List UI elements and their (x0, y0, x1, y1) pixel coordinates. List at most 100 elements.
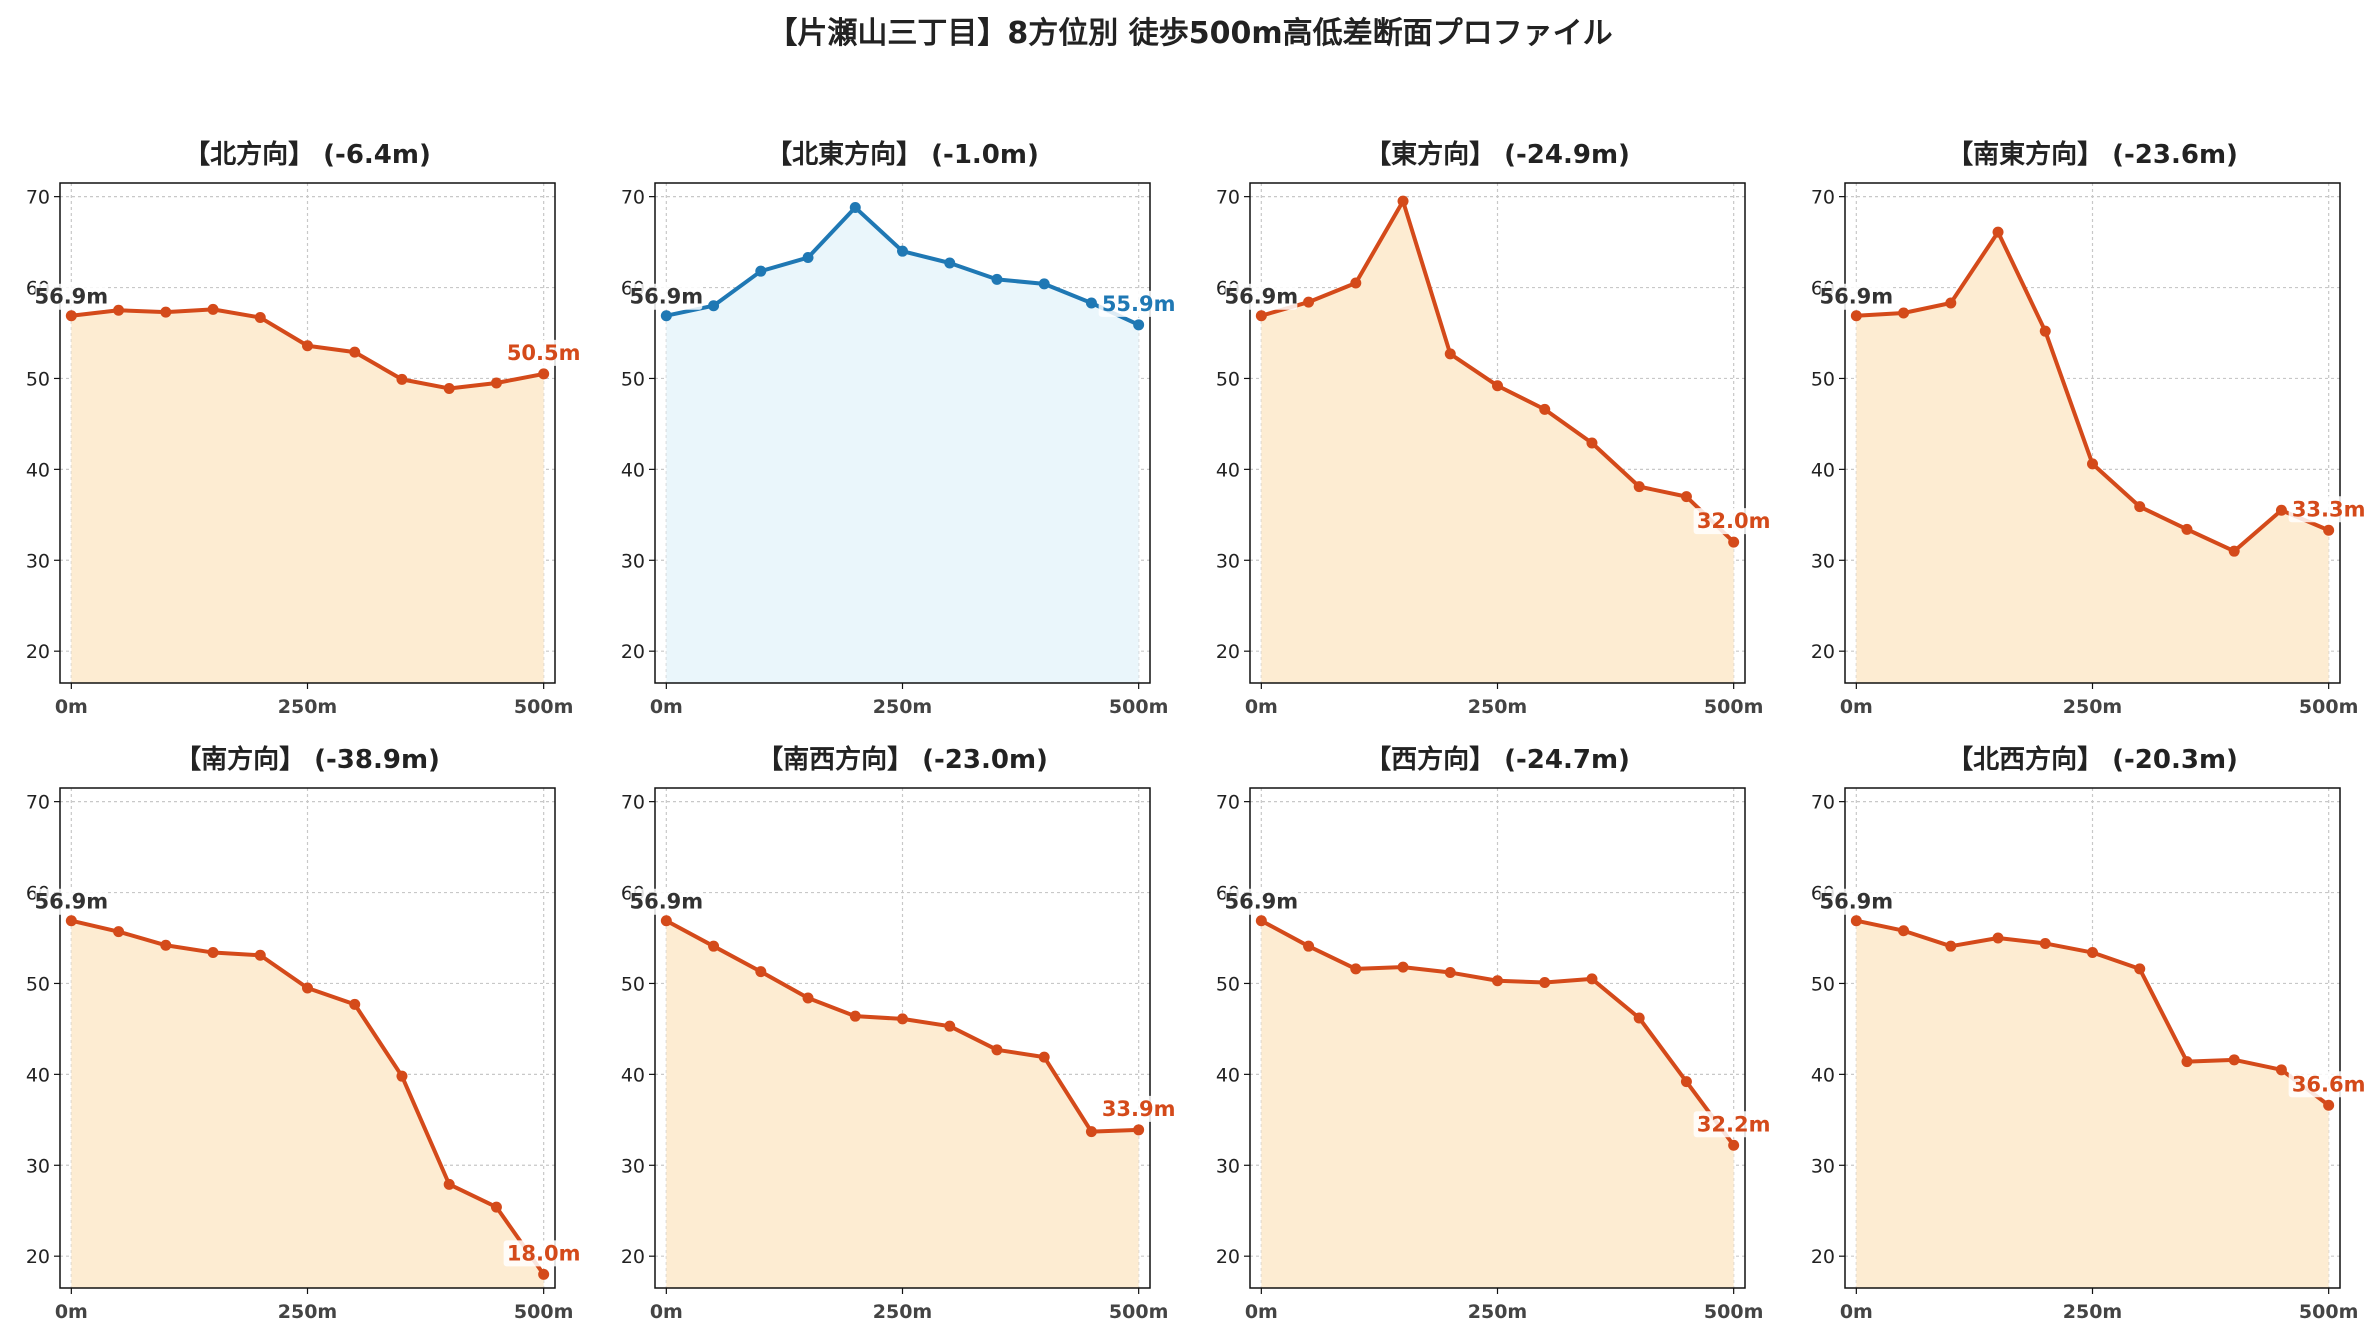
chart-panel: 2030405060700m250m500m【南方向】 (-38.9m)56.9… (26, 744, 584, 1323)
chart-panel: 2030405060700m250m500m【南東方向】 (-23.6m)56.… (1811, 139, 2369, 718)
data-point (160, 306, 172, 318)
x-tick-label: 250m (2063, 1301, 2122, 1323)
data-point (1539, 977, 1551, 989)
area-fill (71, 309, 544, 683)
data-point (2228, 1054, 2240, 1066)
data-point (1492, 975, 1503, 987)
x-tick-label: 0m (55, 696, 88, 718)
data-point (490, 1201, 502, 1213)
start-value-label: 56.9m (34, 285, 108, 309)
data-point (1038, 278, 1050, 290)
y-tick-label: 50 (26, 973, 50, 995)
data-point (1633, 481, 1645, 493)
end-label-bg (2288, 496, 2369, 523)
end-label-bg (503, 339, 584, 366)
area-fill (666, 207, 1139, 683)
data-point (113, 926, 125, 938)
data-point (1992, 932, 2004, 944)
x-tick-label: 500m (2299, 696, 2358, 718)
chart-panel: 2030405060700m250m500m【南西方向】 (-23.0m)56.… (621, 744, 1179, 1323)
data-point (2323, 524, 2335, 536)
x-tick-label: 250m (278, 696, 337, 718)
data-point (897, 1013, 908, 1025)
panel-title: 【西方向】 (-24.7m) (1365, 744, 1630, 775)
data-point (207, 303, 219, 315)
data-point (65, 915, 77, 927)
data-point (1633, 1012, 1645, 1024)
data-point (1038, 1051, 1050, 1063)
end-label-bg (1098, 290, 1179, 317)
y-tick-label: 20 (26, 641, 50, 663)
y-tick-label: 30 (621, 1155, 645, 1177)
chart-panel: 2030405060700m250m500m【北方向】 (-6.4m)56.9m… (26, 139, 584, 718)
start-value-label: 56.9m (1819, 890, 1893, 914)
x-tick-label: 250m (1468, 696, 1527, 718)
y-tick-label: 20 (1811, 641, 1835, 663)
data-point (490, 377, 502, 389)
panel-title: 【南方向】 (-38.9m) (175, 744, 440, 775)
data-point (2323, 1099, 2335, 1111)
data-point (113, 304, 125, 316)
start-value-label: 56.9m (629, 890, 703, 914)
y-tick-label: 30 (1216, 1155, 1240, 1177)
data-point (1728, 536, 1740, 548)
chart-panel: 2030405060700m250m500m【西方向】 (-24.7m)56.9… (1216, 744, 1774, 1323)
y-tick-label: 70 (1216, 187, 1240, 209)
y-tick-label: 20 (621, 1246, 645, 1268)
data-point (1444, 967, 1456, 979)
data-point (1680, 1076, 1692, 1088)
x-tick-label: 250m (873, 1301, 932, 1323)
x-tick-label: 0m (1840, 1301, 1873, 1323)
data-point (2039, 325, 2051, 337)
end-label-bg (1098, 1095, 1179, 1122)
data-point (1397, 961, 1409, 973)
data-point (1586, 973, 1598, 985)
chart-panel: 2030405060700m250m500m【北西方向】 (-20.3m)56.… (1811, 744, 2369, 1323)
y-tick-label: 30 (1216, 550, 1240, 572)
start-value-label: 56.9m (629, 285, 703, 309)
y-tick-label: 40 (621, 1064, 645, 1086)
y-tick-label: 40 (1811, 459, 1835, 481)
data-point (396, 373, 408, 385)
area-fill (1261, 201, 1734, 683)
data-point (2181, 1056, 2193, 1068)
area-fill (71, 920, 544, 1288)
data-point (1397, 195, 1409, 207)
area-fill (1856, 920, 2329, 1288)
x-tick-label: 250m (278, 1301, 337, 1323)
y-tick-label: 70 (621, 792, 645, 814)
data-point (944, 257, 956, 269)
data-point (1133, 1124, 1145, 1136)
x-tick-label: 0m (55, 1301, 88, 1323)
y-tick-label: 40 (621, 459, 645, 481)
y-tick-label: 30 (1811, 1155, 1835, 1177)
y-tick-label: 40 (1216, 1064, 1240, 1086)
data-point (849, 1010, 861, 1022)
x-tick-label: 500m (514, 696, 573, 718)
data-point (708, 300, 720, 312)
end-label-bg (1693, 508, 1774, 535)
y-tick-label: 70 (621, 187, 645, 209)
start-label-bg (1225, 283, 1298, 310)
y-tick-label: 50 (1216, 368, 1240, 390)
panel-title: 【東方向】 (-24.9m) (1365, 139, 1630, 170)
x-tick-label: 250m (2063, 696, 2122, 718)
data-point (1992, 226, 2004, 238)
data-point (1850, 915, 1862, 927)
start-label-bg (1820, 888, 1893, 915)
area-fill (1856, 232, 2329, 683)
x-tick-label: 0m (650, 696, 683, 718)
x-tick-label: 500m (1109, 696, 1168, 718)
y-tick-label: 40 (1216, 459, 1240, 481)
start-label-bg (35, 888, 108, 915)
data-point (1680, 491, 1692, 503)
y-tick-label: 50 (1216, 973, 1240, 995)
end-value-label: 32.2m (1697, 1112, 1771, 1136)
data-point (660, 310, 672, 322)
end-value-label: 55.9m (1102, 292, 1176, 316)
data-point (443, 1178, 455, 1190)
data-point (254, 312, 266, 324)
data-point (1728, 1139, 1740, 1151)
data-point (1133, 319, 1145, 331)
